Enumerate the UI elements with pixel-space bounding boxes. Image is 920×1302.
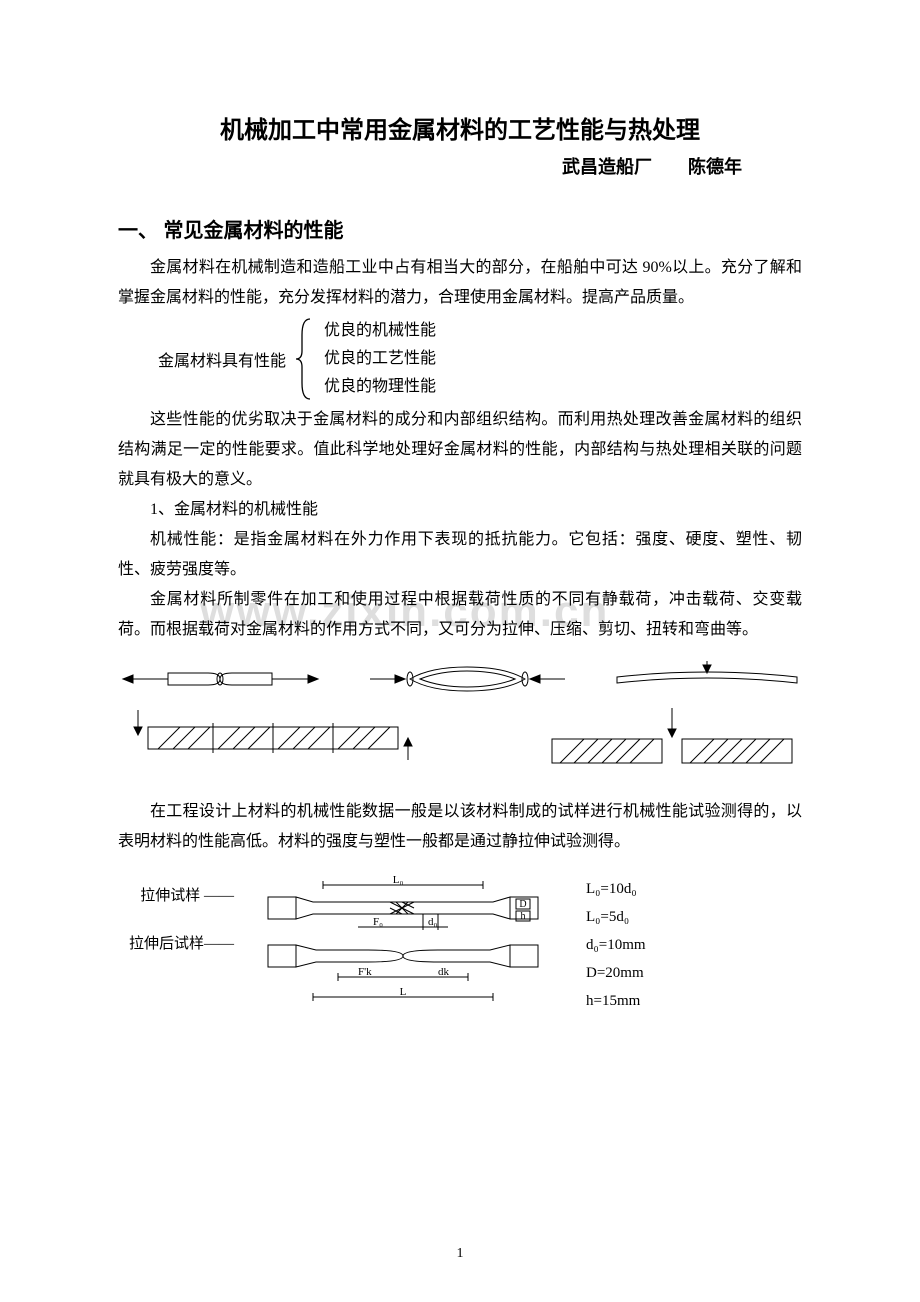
load-diagrams-row1: [118, 659, 802, 699]
specimen-labels: 拉伸试样 —— 拉伸后试样——: [118, 875, 238, 965]
dim-D: D: [519, 899, 526, 910]
spec-value: L₀=5d₀: [586, 903, 646, 931]
document-content: 机械加工中常用金属材料的工艺性能与热处理 武昌造船厂 陈德年 一、 常见金属材料…: [118, 110, 802, 1025]
left-brace-icon: [294, 317, 314, 401]
shear-diagram: [118, 705, 438, 765]
dim-d0: d₀: [428, 916, 438, 928]
spec-value: D=20mm: [586, 959, 646, 987]
spec-value: d₀=10mm: [586, 931, 646, 959]
document-title: 机械加工中常用金属材料的工艺性能与热处理: [118, 110, 802, 145]
paragraph-intro: 金属材料在机械制造和造船工业中占有相当大的部分，在船舶中可达 90%以上。充分了…: [118, 253, 802, 313]
spec-value: h=15mm: [586, 987, 646, 1015]
dim-F0: F₀: [373, 916, 383, 928]
dim-L: L: [400, 986, 407, 998]
bending-diagram: [612, 659, 802, 699]
property-bracket-block: 金属材料具有性能 优良的机械性能 优良的工艺性能 优良的物理性能: [158, 317, 802, 401]
label-specimen-before: 拉伸试样 ——: [118, 875, 234, 917]
dim-dk: dk: [438, 966, 450, 978]
bracket-item: 优良的物理性能: [324, 373, 436, 401]
dim-h: h: [521, 911, 526, 922]
paragraph: 金属材料所制零件在加工和使用过程中根据载荷性质的不同有静载荷，冲击载荷、交变载荷…: [118, 585, 802, 645]
specimen-values: L₀=10d₀ L₀=5d₀ d₀=10mm D=20mm h=15mm: [568, 875, 646, 1015]
bracket-items: 优良的机械性能 优良的工艺性能 优良的物理性能: [324, 317, 436, 401]
spec-value: L₀=10d₀: [586, 875, 646, 903]
specimen-svg: L₀ D h F₀ d₀: [238, 875, 568, 1025]
bracket-label: 金属材料具有性能: [158, 347, 286, 371]
document-author: 武昌造船厂 陈德年: [118, 153, 802, 179]
bracket-item: 优良的工艺性能: [324, 345, 436, 373]
tensile-diagram: [118, 659, 323, 699]
dim-Fk: F'k: [358, 966, 372, 978]
dim-L0: L₀: [393, 875, 404, 886]
paragraph: 这些性能的优劣取决于金属材料的成分和内部组织结构。而利用热处理改善金属材料的组织…: [118, 405, 802, 495]
label-specimen-after: 拉伸后试样——: [118, 923, 234, 965]
load-diagrams-row2: [118, 705, 802, 785]
paragraph-sub: 1、金属材料的机械性能: [118, 495, 802, 525]
paragraph: 机械性能：是指金属材料在外力作用下表现的抵抗能力。它包括：强度、硬度、塑性、韧性…: [118, 525, 802, 585]
paragraph: 在工程设计上材料的机械性能数据一般是以该材料制成的试样进行机械性能试验测得的，以…: [118, 797, 802, 857]
page-number: 1: [0, 1246, 920, 1262]
bracket-item: 优良的机械性能: [324, 317, 436, 345]
compression-diagram: [365, 659, 570, 699]
specimen-diagram-block: 拉伸试样 —— 拉伸后试样—— L₀: [118, 875, 802, 1025]
shear-block-diagram: [542, 705, 802, 785]
section-heading: 一、 常见金属材料的性能: [118, 214, 802, 243]
